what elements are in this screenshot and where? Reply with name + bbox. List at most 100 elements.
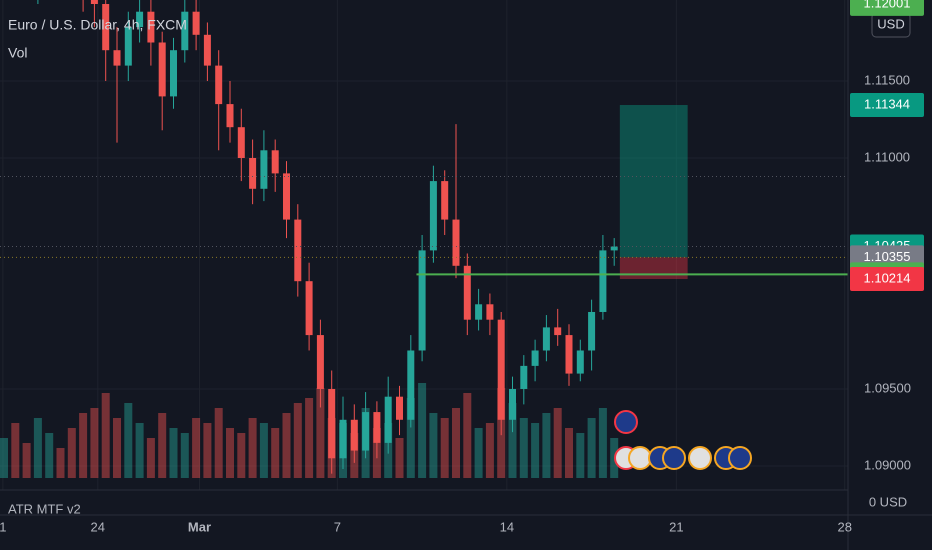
y-tick-label: 1.09000 bbox=[864, 457, 911, 472]
candle-body bbox=[215, 65, 223, 105]
volume-bar bbox=[237, 433, 246, 478]
volume-label: Vol bbox=[8, 45, 27, 61]
volume-bar bbox=[169, 428, 178, 478]
volume-bar bbox=[485, 423, 494, 478]
position-target bbox=[619, 105, 688, 258]
candle-body bbox=[509, 388, 516, 420]
volume-bar bbox=[0, 438, 8, 478]
x-tick-label: 21 bbox=[669, 519, 683, 534]
currency[interactable]: USD bbox=[877, 16, 904, 31]
position-stop bbox=[619, 257, 688, 280]
volume-bar bbox=[553, 408, 562, 478]
volume-bar bbox=[248, 418, 257, 478]
event-icon[interactable] bbox=[662, 446, 686, 470]
candle-body bbox=[260, 150, 268, 189]
candle-body bbox=[475, 304, 483, 320]
volume-bar bbox=[508, 403, 517, 478]
price-label: 1.10355 bbox=[864, 249, 911, 264]
volume-bar bbox=[146, 438, 155, 478]
chart-title: Euro / U.S. Dollar, 4h, FXCM bbox=[8, 17, 187, 33]
event-icon[interactable] bbox=[688, 446, 712, 470]
candle-body bbox=[452, 219, 460, 266]
candle-body bbox=[271, 150, 279, 174]
candle-body bbox=[429, 181, 437, 251]
volume-bar bbox=[214, 408, 223, 478]
volume-bar bbox=[293, 403, 302, 478]
candle-body bbox=[283, 173, 290, 220]
candle-body bbox=[362, 412, 370, 451]
candle-body bbox=[588, 311, 596, 351]
candle-body bbox=[350, 419, 358, 451]
event-icon[interactable] bbox=[614, 410, 638, 434]
x-tick-label: 24 bbox=[91, 519, 105, 534]
candle-body bbox=[226, 104, 234, 128]
candle-body bbox=[113, 50, 121, 66]
candle-body bbox=[565, 335, 573, 374]
event-icons[interactable] bbox=[614, 410, 752, 470]
candle-body bbox=[407, 350, 415, 420]
volume-bar bbox=[79, 413, 88, 478]
candle-body bbox=[316, 335, 324, 389]
candle-body bbox=[384, 396, 392, 443]
volume-bar bbox=[33, 418, 42, 478]
volume-bar bbox=[418, 383, 427, 478]
candle-body bbox=[181, 11, 189, 51]
volume-bar bbox=[113, 418, 121, 478]
candle-body bbox=[170, 50, 177, 97]
event-icon[interactable] bbox=[728, 446, 752, 470]
price-label: 1.10214 bbox=[864, 270, 911, 285]
price-label-bg bbox=[850, 93, 924, 118]
volume-bar bbox=[180, 433, 189, 478]
price-label: 1.11344 bbox=[864, 96, 910, 111]
indicator-label: ATR MTF v2 bbox=[8, 501, 81, 516]
candle-body bbox=[294, 219, 302, 282]
volume-bar bbox=[135, 423, 144, 478]
volume-bar bbox=[203, 423, 212, 478]
event-icon[interactable] bbox=[628, 446, 652, 470]
candle-body bbox=[192, 11, 200, 35]
candle-body bbox=[576, 350, 584, 374]
x-tick-label: 28 bbox=[837, 519, 851, 534]
candle-body bbox=[339, 419, 347, 459]
candle-body bbox=[249, 157, 257, 189]
volume-bar bbox=[440, 418, 449, 478]
candle-body bbox=[599, 250, 607, 312]
candle-body bbox=[554, 327, 562, 336]
candle-body bbox=[531, 350, 539, 366]
volume-bar bbox=[598, 408, 607, 478]
volume-bar bbox=[282, 413, 291, 478]
volume-bar bbox=[56, 448, 65, 478]
volume-bar bbox=[271, 428, 280, 478]
candle-body bbox=[463, 265, 471, 320]
x-tick-label: 1 bbox=[0, 519, 6, 534]
candle-body bbox=[520, 365, 528, 389]
volume-bar bbox=[531, 423, 540, 478]
candle-body bbox=[418, 250, 426, 351]
volume-bar bbox=[406, 398, 415, 478]
plot bbox=[0, 0, 848, 478]
volume-bar bbox=[452, 408, 460, 478]
volume-bar bbox=[587, 418, 596, 478]
candle-body bbox=[237, 127, 245, 158]
volume-bar bbox=[463, 393, 472, 478]
candle-body bbox=[441, 181, 449, 220]
candle-body bbox=[90, 0, 98, 5]
candle-body bbox=[158, 42, 166, 97]
volume-bar bbox=[45, 433, 54, 478]
price-label: 1.12001 bbox=[864, 0, 911, 10]
volume-bar bbox=[565, 428, 573, 478]
candle-body bbox=[328, 388, 336, 459]
volume-bar bbox=[429, 413, 438, 478]
volume-bar bbox=[259, 423, 268, 478]
volume-bar bbox=[226, 428, 234, 478]
candle-body bbox=[542, 327, 550, 351]
volume-bar bbox=[474, 428, 483, 478]
volume-bar bbox=[316, 388, 325, 478]
volume-bar bbox=[576, 433, 585, 478]
candle-body bbox=[497, 319, 505, 420]
volume-bar bbox=[305, 398, 314, 478]
volume-bar bbox=[101, 393, 110, 478]
candle-body bbox=[486, 304, 494, 320]
candle-body bbox=[305, 281, 313, 336]
